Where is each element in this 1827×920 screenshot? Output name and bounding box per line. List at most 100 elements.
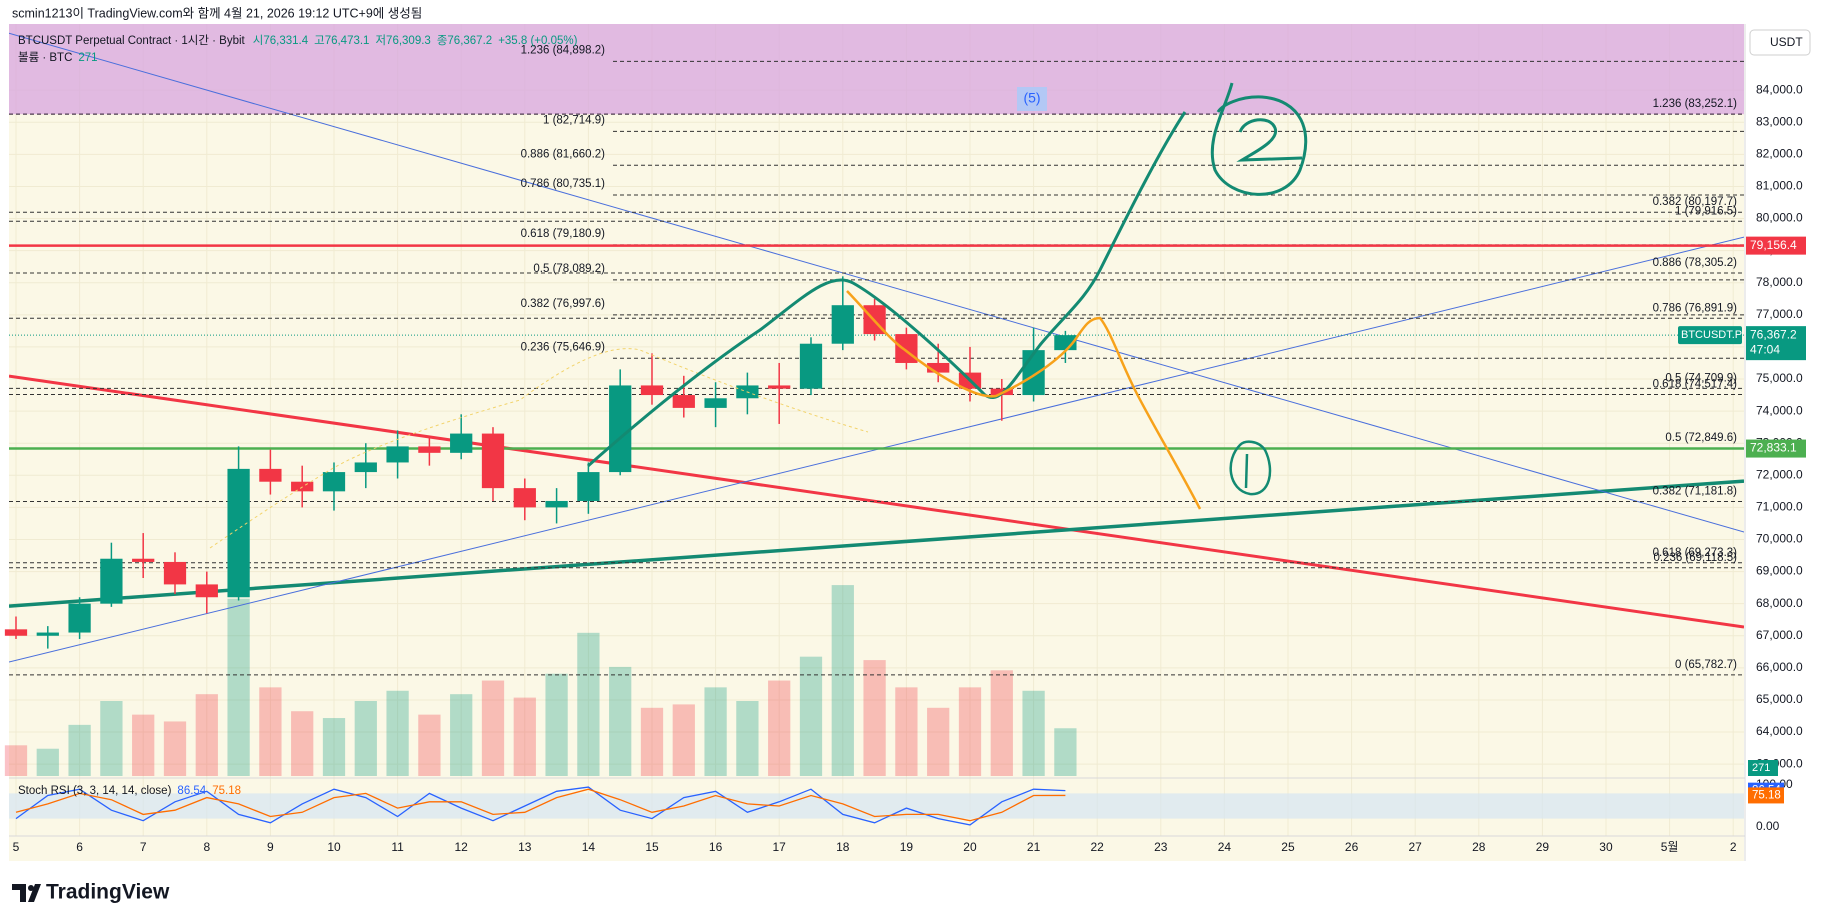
fib-label: 0.886 (81,660.2): [521, 148, 606, 160]
price-tag-label: 76,367.2: [1750, 327, 1797, 341]
candle-body: [545, 500, 568, 508]
y-tick-label: 68,000.0: [1756, 596, 1803, 610]
x-tick-label: 22: [1091, 840, 1105, 854]
stoch-legend-value: 75.18: [212, 785, 241, 797]
candle-body: [481, 433, 505, 489]
legend-value: 고76,473.1: [314, 35, 369, 47]
candle-body: [450, 433, 473, 453]
legend-value: 저76,309.3: [375, 34, 430, 47]
symbol-tag: [1678, 326, 1742, 345]
x-tick-label: 25: [1281, 840, 1295, 854]
volume-bar: [831, 585, 854, 776]
fib-label: 0.236 (69,118.5): [1653, 552, 1737, 564]
fib-label: 0.786 (80,735.1): [521, 178, 606, 190]
y-tick-label: 74,000.0: [1756, 403, 1803, 417]
y-tick-label: 72,000.0: [1756, 467, 1803, 481]
stoch-tag-label: 75.18: [1752, 789, 1781, 801]
candle-body: [927, 362, 950, 373]
volume-bar: [450, 694, 473, 776]
stoch-title: Stoch RSI (3, 3, 14, 14, close): [18, 785, 172, 797]
axis-labels: 5 6 7 8 9 10 11 12 13 14 15 16 17 18 19 20 21 22 23 24 25 26 2…: [13, 82, 1806, 854]
y-tick-label: 84,000.0: [1756, 82, 1803, 96]
volume-bar: [545, 673, 568, 776]
y-tick-label: 67,000.0: [1756, 628, 1803, 642]
projection-down: [846, 290, 1202, 510]
volume-bar: [68, 724, 91, 776]
volume-bar: [4, 745, 28, 776]
logo-dot: [28, 885, 34, 891]
x-tick-label: 21: [1027, 840, 1041, 854]
y-tick-label: 81,000.0: [1756, 179, 1803, 193]
price-tag: [1746, 439, 1806, 458]
x-tick-label: 24: [1218, 840, 1232, 854]
price-tag-label: 79,156.4: [1750, 238, 1797, 252]
candle-body: [4, 629, 28, 636]
fib-label: 0.236 (75,646.9): [521, 341, 606, 353]
x-tick-label: 15: [645, 840, 659, 854]
volume-bar: [354, 701, 377, 776]
created-note: scmin1213이 TradingView.com와 함께 4월 21, 20…: [12, 6, 422, 20]
volume-bar: [100, 701, 123, 776]
y-tick-label: 77,000.0: [1756, 307, 1803, 321]
target-zone: [9, 24, 1744, 115]
fib-label: 0.886 (78,305.2): [1653, 257, 1738, 269]
unit-box[interactable]: [1749, 29, 1811, 56]
volume-tag-label: 271: [1752, 762, 1770, 774]
candle-body: [354, 462, 377, 473]
candle-body: [577, 472, 600, 501]
legend-title: BTCUSDT Perpetual Contract · 1시간 · Bybit: [18, 34, 246, 47]
volume-bar: [736, 701, 759, 776]
overlays: 1.236 (84,898.2) 1 (82,714.9) 0.886 (81,66…: [4, 24, 1744, 819]
x-tick-label: 12: [455, 840, 469, 854]
volume-bar: [227, 598, 250, 776]
candle-body: [672, 395, 695, 408]
volume-value: 271: [78, 52, 97, 64]
volume-bar: [577, 632, 600, 776]
volume-bar: [481, 680, 505, 776]
volume-bar: [672, 704, 695, 776]
x-tick-label: 26: [1345, 840, 1359, 854]
candle-body: [609, 385, 632, 473]
volume-bar: [1054, 728, 1077, 776]
projection-up: [587, 111, 1187, 468]
y-tick-label: 70,000.0: [1756, 532, 1803, 546]
stoch-legend-value: 86.54: [177, 785, 206, 797]
candle-body: [418, 446, 441, 453]
fib-label: 1 (79,916.5): [1675, 205, 1737, 217]
fib-label: 0.618 (69,273.3): [1653, 547, 1738, 559]
x-tick-label: 17: [773, 840, 787, 854]
y-tick-label: 69,000.0: [1756, 564, 1803, 578]
fib-label: 1.236 (83,252.1): [1653, 98, 1738, 110]
fib-label: 1.236 (84,898.2): [521, 44, 606, 56]
fib-label: 0.382 (71,181.8): [1653, 486, 1738, 498]
y-tick-label: 65,000.0: [1756, 692, 1803, 706]
candle-body: [68, 603, 91, 633]
y-tick-label: 78,000.0: [1756, 275, 1803, 289]
volume-bar: [799, 656, 823, 776]
x-tick-label: 28: [1472, 840, 1486, 854]
drawings: [209, 82, 1308, 549]
wave-box: [1017, 87, 1047, 111]
volume-bar: [958, 687, 982, 776]
volume-bar: [259, 687, 282, 776]
y-tick-label: 75,000.0: [1756, 371, 1803, 385]
volume-bar: [386, 690, 409, 776]
x-tick-label: 7: [140, 840, 147, 854]
candle-body: [768, 385, 791, 389]
candle-body: [100, 558, 123, 604]
volume-bar: [863, 660, 886, 776]
volume-bar: [1022, 690, 1045, 776]
x-tick-label: 27: [1409, 840, 1423, 854]
x-tick-label: 10: [327, 840, 341, 854]
candle-body: [1022, 350, 1045, 396]
y-tick-label: 80,000.0: [1756, 211, 1803, 225]
volume-tag: [1748, 760, 1778, 776]
price-tag: [1746, 326, 1806, 361]
volume-bar: [640, 707, 664, 776]
stoch-tick-label: 0.00: [1756, 819, 1780, 833]
candle-body: [704, 398, 727, 408]
x-tick-label: 30: [1599, 840, 1613, 854]
price-tag: [1746, 236, 1806, 255]
y-tick-label: 64,000.0: [1756, 724, 1803, 738]
